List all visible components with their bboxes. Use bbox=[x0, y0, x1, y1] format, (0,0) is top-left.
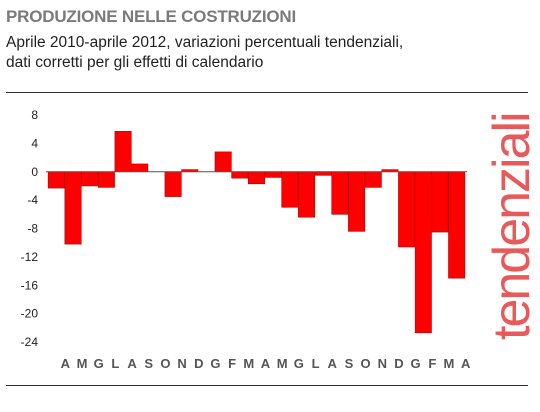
top-rule bbox=[6, 92, 528, 93]
y-tick-label: 0 bbox=[31, 165, 38, 179]
y-tick-label: -12 bbox=[21, 250, 39, 264]
bar bbox=[248, 171, 265, 185]
subtitle-line-2: dati corretti per gli effetti di calenda… bbox=[6, 54, 264, 71]
bar bbox=[47, 171, 65, 189]
bar bbox=[281, 171, 299, 208]
x-tick-label: N bbox=[177, 356, 186, 371]
bar bbox=[314, 171, 332, 176]
x-tick-label: A bbox=[61, 356, 71, 371]
y-axis-ticks: 8 4 0 -4 -8 -12 -16 -20 -24 bbox=[21, 108, 39, 349]
bar bbox=[298, 171, 316, 218]
x-tick-label: L bbox=[111, 356, 119, 371]
y-tick-label: -4 bbox=[27, 193, 38, 207]
bar bbox=[364, 171, 382, 188]
bar bbox=[414, 171, 432, 334]
x-tick-label: G bbox=[294, 356, 304, 371]
x-tick-label: G bbox=[210, 356, 220, 371]
x-tick-label: A bbox=[127, 356, 137, 371]
x-tick-label: F bbox=[228, 356, 236, 371]
x-tick-label: G bbox=[94, 356, 104, 371]
bar bbox=[448, 171, 466, 279]
y-tick-label: 8 bbox=[31, 108, 38, 122]
bar bbox=[81, 171, 99, 187]
bar bbox=[164, 171, 182, 197]
y-tick-label: -20 bbox=[21, 307, 39, 321]
x-tick-label: F bbox=[428, 356, 436, 371]
x-tick-label: O bbox=[160, 356, 170, 371]
bar bbox=[114, 131, 132, 173]
x-tick-label: S bbox=[345, 356, 354, 371]
y-tick-label: -16 bbox=[21, 278, 39, 292]
subtitle-line-1: Aprile 2010-aprile 2012, variazioni perc… bbox=[6, 34, 404, 51]
x-tick-label: D bbox=[194, 356, 203, 371]
x-tick-label: L bbox=[312, 356, 320, 371]
x-tick-label: A bbox=[261, 356, 271, 371]
bar bbox=[131, 163, 149, 173]
bar bbox=[331, 171, 349, 215]
y-tick-label: 4 bbox=[31, 136, 38, 150]
x-tick-label: A bbox=[328, 356, 338, 371]
bar bbox=[214, 151, 232, 173]
x-tick-label: S bbox=[144, 356, 153, 371]
x-tick-label: D bbox=[394, 356, 403, 371]
x-tick-label: A bbox=[461, 356, 471, 371]
bar bbox=[264, 171, 282, 178]
chart-title: PRODUZIONE NELLE COSTRUZIONI bbox=[6, 7, 297, 26]
side-label-tendenziali: tendenziali bbox=[483, 113, 540, 340]
x-tick-label: M bbox=[77, 356, 88, 371]
y-tick-label: -8 bbox=[27, 222, 38, 236]
bar bbox=[64, 171, 82, 245]
x-tick-label: M bbox=[277, 356, 288, 371]
bottom-rule bbox=[6, 385, 528, 386]
x-tick-label: N bbox=[378, 356, 387, 371]
x-tick-label: O bbox=[361, 356, 371, 371]
bar bbox=[348, 171, 366, 232]
bar bbox=[431, 171, 449, 233]
bar bbox=[398, 171, 416, 248]
x-tick-label: G bbox=[411, 356, 421, 371]
chart-subtitle: Aprile 2010-aprile 2012, variazioni perc… bbox=[6, 33, 476, 73]
bar bbox=[231, 171, 249, 179]
bar bbox=[97, 171, 115, 188]
y-tick-label: -24 bbox=[21, 335, 39, 349]
bars bbox=[47, 131, 466, 334]
x-tick-label: M bbox=[243, 356, 254, 371]
x-tick-label: M bbox=[444, 356, 455, 371]
